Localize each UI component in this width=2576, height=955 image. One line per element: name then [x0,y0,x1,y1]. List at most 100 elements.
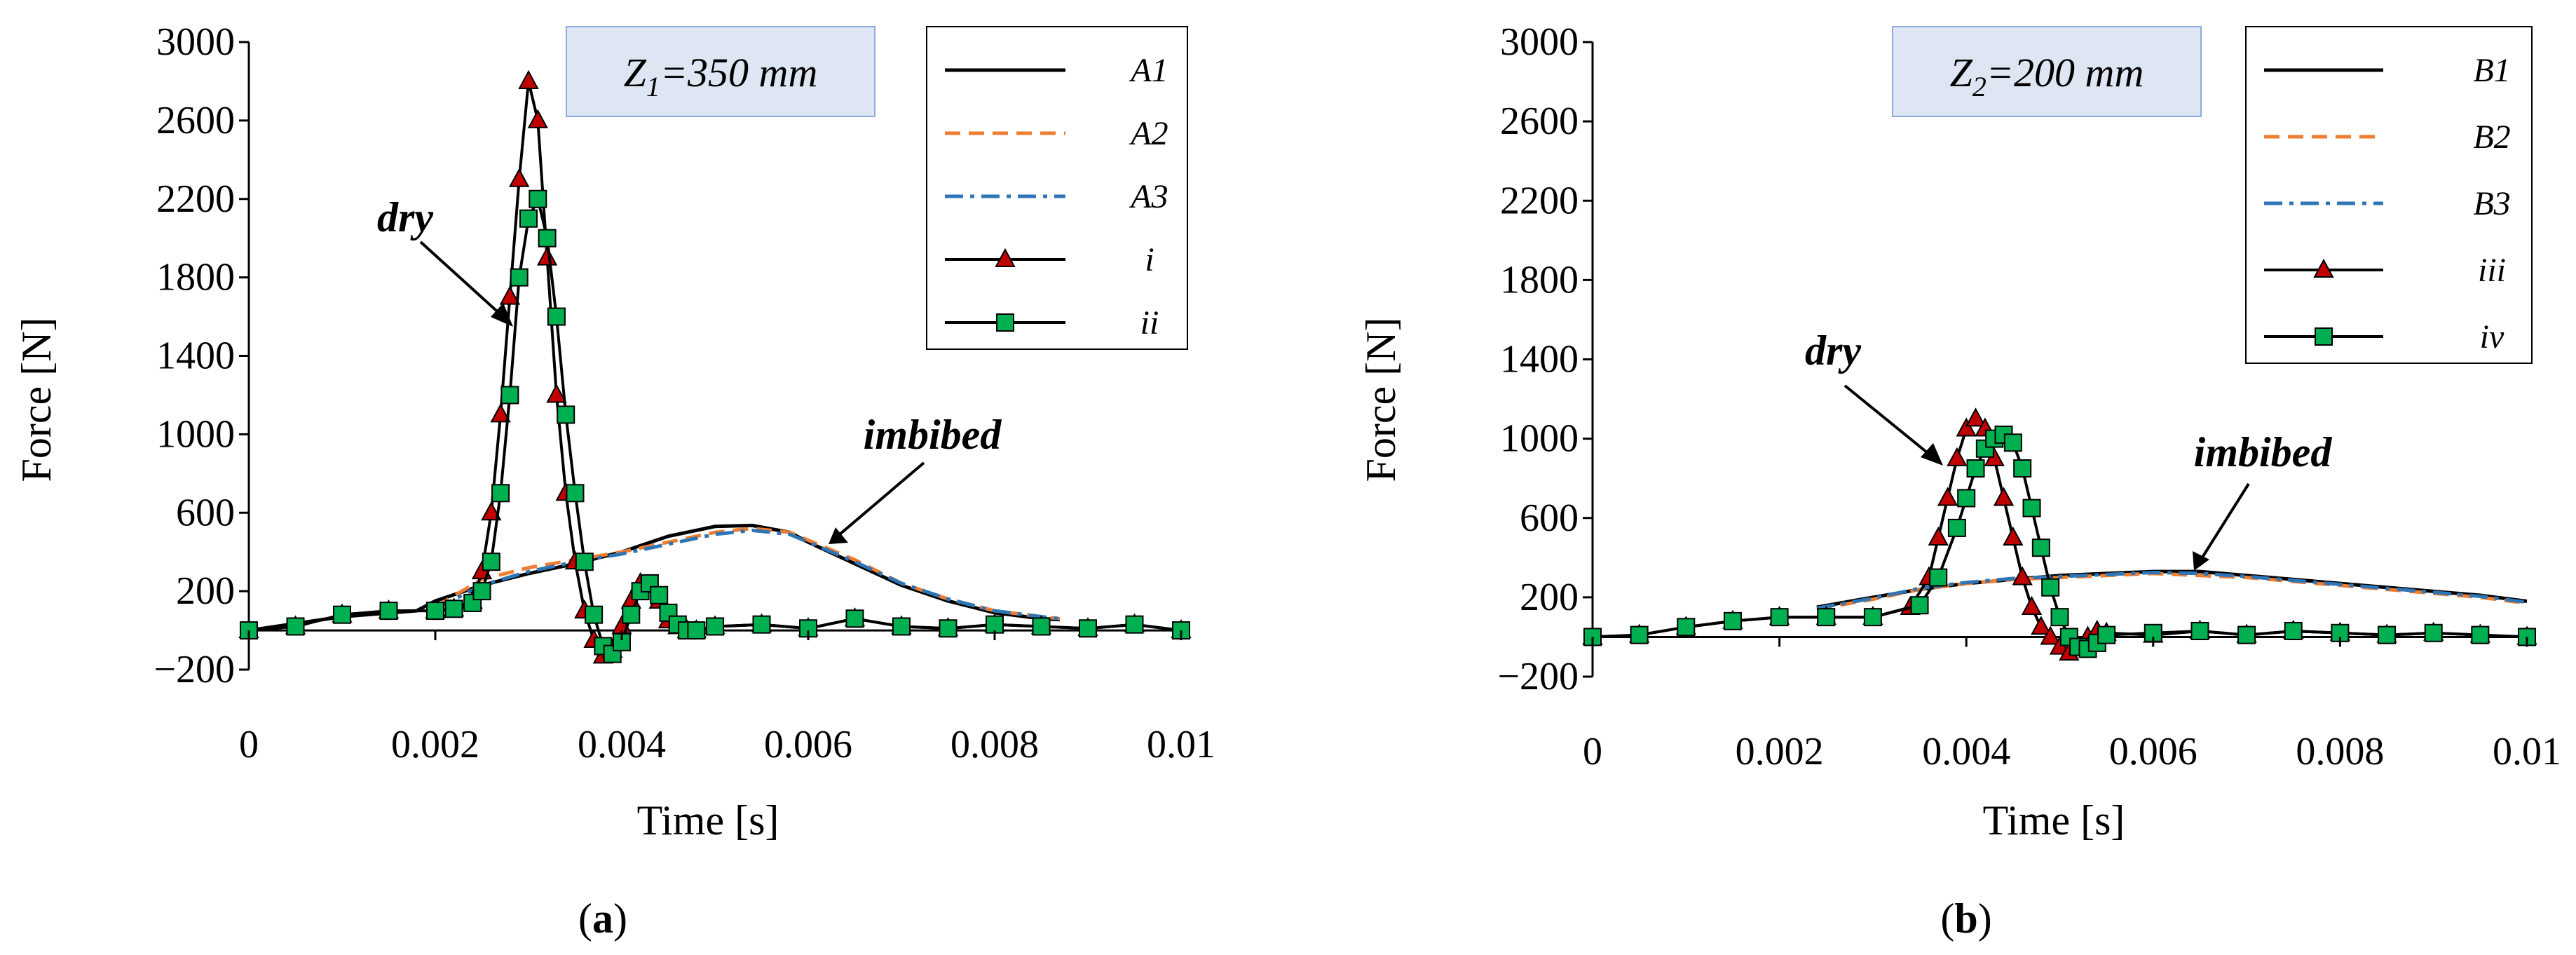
chart-a-y-axis-title: Force [N] [13,318,60,482]
legend-label-B2: B2 [2473,118,2510,156]
x-tick-label: 0.006 [764,723,852,766]
annotation-dry-a-arrow [419,241,505,318]
y-tick-label: 1000 [1500,417,1579,461]
data-point-iv [2041,578,2060,597]
data-point-iv [1863,608,1882,627]
x-tick-label: 0.01 [2493,730,2561,773]
data-point-iii [1928,526,1949,546]
annotation-imbibed-b-arrow [2200,482,2250,561]
chart-a-annotations: dry imbibed [377,194,1002,544]
data-point-ii [575,553,594,571]
data-point-iv [1770,608,1789,627]
data-point-ii [650,585,669,604]
chart-a-series [238,69,1192,664]
y-tick-label: 1400 [1500,338,1579,381]
x-tick-label: 0.006 [2109,730,2197,773]
data-point-ii [585,605,604,624]
data-point-ii [538,229,557,248]
data-point-iv [1630,625,1649,644]
y-tick-label: 1400 [156,334,235,378]
panel-label-b: (b) [1940,895,1991,942]
data-point-ii [491,484,510,503]
data-point-iii [1965,407,1986,427]
y-tick-label: 2200 [156,177,235,221]
data-point-ii [547,307,566,326]
data-point-ii [529,189,547,208]
data-point-ii [706,617,724,636]
data-point-iv [1677,618,1696,637]
data-point-ii [510,268,529,287]
chart-b-series [1582,407,2537,661]
data-point-ii [286,617,305,636]
y-tick-label: 1000 [156,412,235,456]
data-point-ii [892,617,911,636]
x-tick-label: 0.01 [1147,723,1215,766]
data-point-ii [472,582,491,601]
data-point-ii [622,605,641,624]
data-point-i [518,69,539,89]
data-point-ii [557,405,575,424]
legend-marker-iii [2313,258,2334,278]
y-tick-label: 2600 [156,99,235,142]
data-point-iv [2424,623,2443,642]
x-tick-label: 0.002 [391,723,479,766]
data-point-i [527,109,548,128]
annotation-dry-b: dry [1805,327,1861,374]
x-tick-label: 0 [239,723,259,766]
data-point-ii [333,605,351,624]
y-tick-label: 200 [1520,576,1579,619]
chart-b-label-box-text: Z2=200 mm [1950,50,2144,102]
legend-marker-iv [2315,327,2333,346]
data-point-iv [1966,459,1985,478]
legend-label-B1: B1 [2473,52,2510,89]
data-point-ii [519,209,538,228]
data-point-ii [444,600,463,618]
data-point-iii [2003,526,2024,546]
panel-label-a: (a) [578,895,627,942]
data-point-ii [1079,619,1097,638]
x-tick-label: 0.008 [950,723,1039,766]
y-tick-label: 600 [1520,496,1579,540]
y-tick-label: 1800 [1500,258,1579,302]
data-point-iv [2378,625,2397,644]
data-point-iv [2190,621,2209,640]
annotation-dry-b-arrowhead [1921,443,1943,466]
data-point-ii [687,621,706,640]
data-point-iv [2013,459,2032,478]
chart-a-label-box-text: Z1=350 mm [624,50,818,102]
data-point-iii [1947,447,1968,466]
y-tick-label: 1800 [156,256,235,299]
data-point-iv [1947,518,1966,537]
data-point-i [499,285,521,305]
data-point-iv [2003,433,2022,452]
chart-a-label-box: Z1=350 mm [566,26,875,117]
data-point-ii [426,602,444,621]
annotation-imbibed-b: imbibed [2194,429,2333,475]
data-point-iv [1957,489,1976,508]
chart-panel-a: −200 200 600 1000 1400 1800 2200 2600 3000 0 0.002… [13,20,1215,942]
y-tick-label: −200 [154,648,235,691]
data-point-iii [2012,566,2033,585]
data-point-ii [659,603,678,622]
y-tick-label: −200 [1497,655,1579,698]
x-tick-label: 0.004 [578,723,666,766]
data-point-ii [500,386,519,405]
chart-a-x-axis-title: Time [s] [637,797,779,844]
legend-label-A1: A1 [1129,52,1168,89]
data-point-i [546,384,567,403]
data-point-i [490,403,511,423]
data-point-iii [1937,487,1958,506]
data-point-iv [2097,625,2116,644]
data-point-ii [752,615,771,634]
data-point-iii [1993,487,2015,506]
series-line-B3 [1816,570,2528,610]
annotation-dry-a: dry [377,194,433,241]
annotation-imbibed-b-arrowhead [2193,551,2209,571]
data-point-iv [2471,625,2490,644]
chart-b-x-axis-title: Time [s] [1983,797,2125,844]
data-point-i [536,246,558,266]
data-point-iv [1817,608,1836,627]
data-point-iv [2031,539,2050,557]
